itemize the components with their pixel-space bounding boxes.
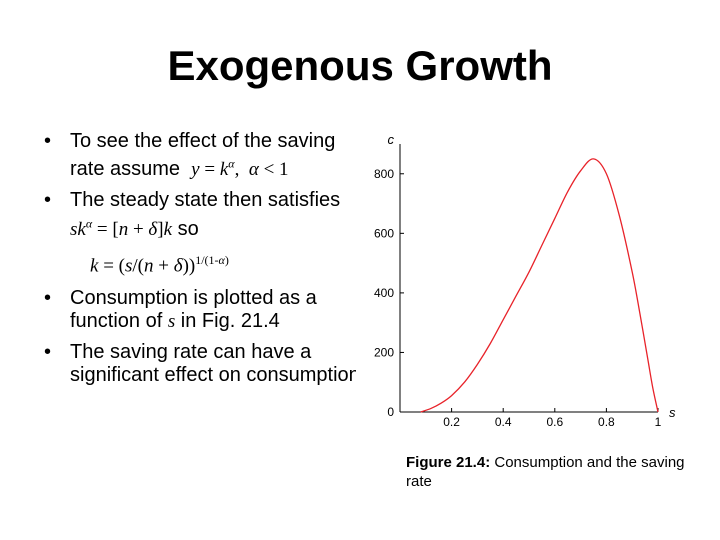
steady-state-equation: k = (s/(n + δ))1/(1-α) xyxy=(90,252,229,276)
y-tick-label: 800 xyxy=(374,167,394,181)
bullet-item: • To see the effect of the saving rate a… xyxy=(40,130,360,181)
figure-caption: Figure 21.4: Consumption and the saving … xyxy=(406,453,686,491)
x-tick-label: 0.6 xyxy=(546,415,563,429)
bullet-text: Consumption is plotted as a function of … xyxy=(70,286,317,332)
x-tick-label: 0.2 xyxy=(443,415,460,429)
consumption-curve xyxy=(420,158,659,413)
bullet-item: • The saving rate can have a significant… xyxy=(40,341,360,387)
x-tick-label: 1 xyxy=(655,415,662,429)
bullet-text: To see the effect of the saving rate ass… xyxy=(70,130,336,181)
caption-label: Figure 21.4: xyxy=(406,454,491,471)
y-tick-label: 200 xyxy=(374,345,394,359)
y-axis-label: c xyxy=(388,132,395,147)
bullet-list: • To see the effect of the saving rate a… xyxy=(40,130,360,395)
chart-background xyxy=(356,130,686,455)
axis-ticks: 0.2 0.4 0.6 0.8 1 0 200 400 600 800 xyxy=(374,167,662,429)
x-axis-label: s xyxy=(669,405,676,420)
bullet-dot: • xyxy=(44,189,52,212)
bullet-dot: • xyxy=(44,340,52,363)
x-tick-label: 0.8 xyxy=(598,415,615,429)
chart-svg: c s 0.2 0.4 0.6 0.8 1 0 200 400 600 800 xyxy=(356,130,686,455)
bullet-text: The saving rate can have a significant e… xyxy=(70,340,360,386)
y-tick-label: 600 xyxy=(374,226,394,240)
caption-text: Consumption and the saving rate xyxy=(406,454,685,490)
y-tick-label: 400 xyxy=(374,286,394,300)
y-tick-label: 0 xyxy=(387,405,394,419)
bullet-dot: • xyxy=(44,130,52,152)
bullet-dot: • xyxy=(44,286,52,309)
bullet-item: • The steady state then satisfies skα = … xyxy=(40,189,360,240)
x-tick-label: 0.4 xyxy=(495,415,512,429)
bullet-text: The steady state then satisfies skα = [n… xyxy=(70,189,341,240)
consumption-chart: c s 0.2 0.4 0.6 0.8 1 0 200 400 600 800 xyxy=(356,130,686,455)
bullet-item: • Consumption is plotted as a function o… xyxy=(40,287,360,333)
slide-title: Exogenous Growth xyxy=(167,42,553,89)
